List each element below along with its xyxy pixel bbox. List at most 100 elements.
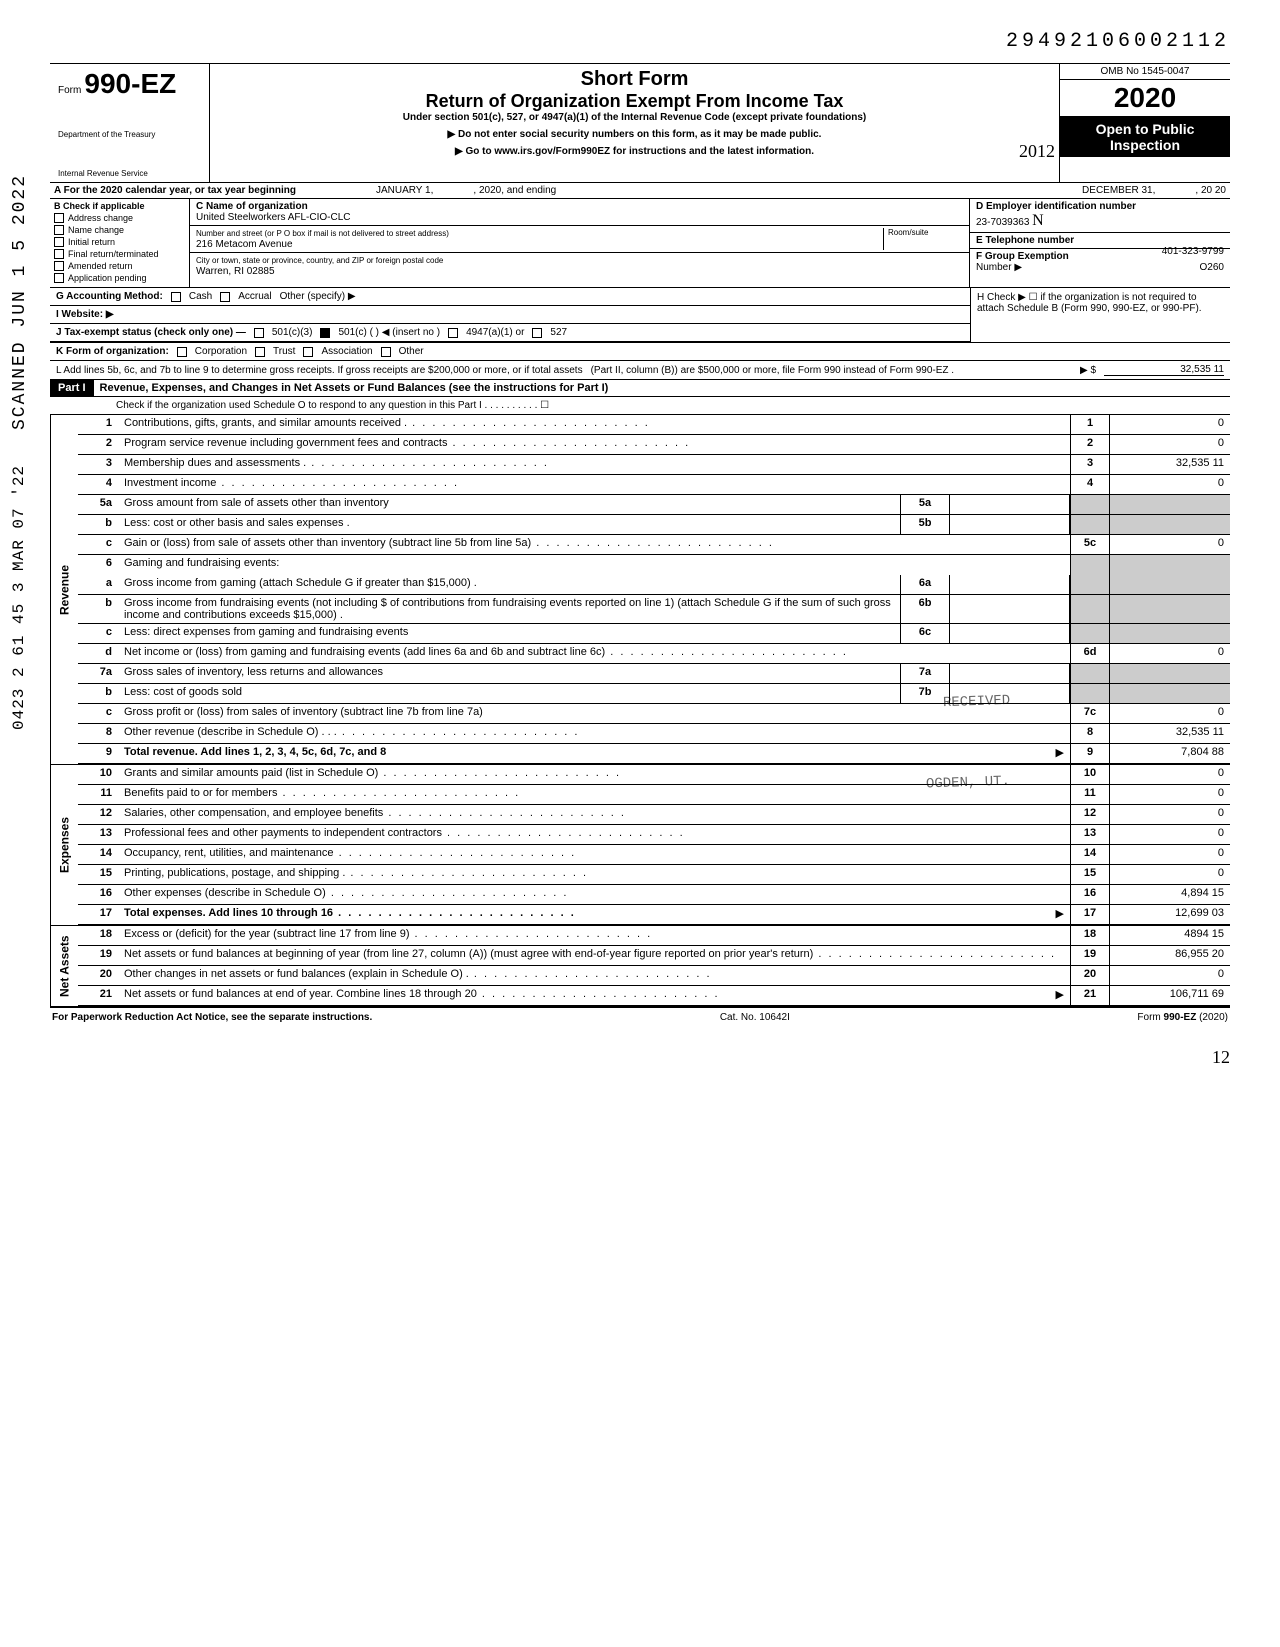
line-21: 21 Net assets or fund balances at end of… — [78, 986, 1230, 1006]
row-a-label: A For the 2020 calendar year, or tax yea… — [54, 185, 296, 196]
cb-final[interactable]: Final return/terminated — [54, 249, 185, 259]
row-j: J Tax-exempt status (check only one) — 5… — [50, 324, 970, 342]
form-box: Form 990-EZ Department of the Treasury I… — [50, 64, 210, 182]
line-18: 18 Excess or (deficit) for the year (sub… — [78, 926, 1230, 946]
row-l-text1: L Add lines 5b, 6c, and 7b to line 9 to … — [56, 365, 583, 376]
line-7a: 7a Gross sales of inventory, less return… — [78, 664, 1230, 684]
col-e-label: E Telephone number — [976, 235, 1074, 246]
part-1-header: Part I Revenue, Expenses, and Changes in… — [50, 380, 1230, 397]
row-k: K Form of organization: Corporation Trus… — [50, 343, 1230, 361]
cb-assoc[interactable] — [303, 347, 313, 357]
cb-initial[interactable]: Initial return — [54, 237, 185, 247]
scanned-stamp: SCANNED JUN 1 5 2022 — [10, 174, 30, 430]
line-1: 1 Contributions, gifts, grants, and simi… — [78, 415, 1230, 435]
group-exempt-value: O260 — [1200, 262, 1224, 273]
row-a-start: JANUARY 1, — [376, 185, 433, 196]
phone-value: 401-323-9799 — [1162, 246, 1224, 257]
row-h: H Check ▶ ☐ if the organization is not r… — [970, 288, 1230, 342]
footer-right: Form 990-EZ (2020) — [1137, 1012, 1228, 1023]
cb-501c3[interactable] — [254, 328, 264, 338]
cb-cash[interactable] — [171, 292, 181, 302]
line-16: 16 Other expenses (describe in Schedule … — [78, 885, 1230, 905]
row-l: L Add lines 5b, 6c, and 7b to line 9 to … — [50, 361, 1230, 380]
line-6d: d Net income or (loss) from gaming and f… — [78, 644, 1230, 664]
line-19: 19 Net assets or fund balances at beginn… — [78, 946, 1230, 966]
line-17: 17 Total expenses. Add lines 10 through … — [78, 905, 1230, 925]
line-14: 14 Occupancy, rent, utilities, and maint… — [78, 845, 1230, 865]
goto-url: ▶ Go to www.irs.gov/Form990EZ for instru… — [214, 146, 1055, 157]
org-name: United Steelworkers AFL-CIO-CLC — [196, 212, 351, 223]
line-6: 6 Gaming and fundraising events: — [78, 555, 1230, 575]
street-label: Number and street (or P O box if mail is… — [196, 229, 449, 238]
line-7b: b Less: cost of goods sold 7b — [78, 684, 1230, 704]
footer-mid: Cat. No. 10642I — [720, 1012, 790, 1023]
line-13: 13 Professional fees and other payments … — [78, 825, 1230, 845]
row-l-text2: (Part II, column (B)) are $500,000 or mo… — [591, 365, 954, 376]
form-number: 990-EZ — [84, 68, 176, 99]
row-h-label: H Check ▶ ☐ if the organization is not r… — [977, 292, 1202, 314]
row-k-label: K Form of organization: — [56, 346, 169, 357]
line-5c: c Gain or (loss) from sale of assets oth… — [78, 535, 1230, 555]
line-6c: c Less: direct expenses from gaming and … — [78, 624, 1230, 644]
row-j-label: J Tax-exempt status (check only one) — — [56, 327, 246, 338]
cb-corp[interactable] — [177, 347, 187, 357]
page-number: 12 — [50, 1047, 1230, 1068]
line-3: 3 Membership dues and assessments . 3 32… — [78, 455, 1230, 475]
document-id: 29492106002112 — [50, 30, 1230, 53]
title-box: Short Form Return of Organization Exempt… — [210, 64, 1060, 182]
part-1-title: Revenue, Expenses, and Changes in Net As… — [94, 380, 1230, 396]
cb-527[interactable] — [532, 328, 542, 338]
row-i-label: I Website: ▶ — [56, 309, 114, 320]
footer: For Paperwork Reduction Act Notice, see … — [50, 1008, 1230, 1027]
row-i: I Website: ▶ — [50, 306, 970, 324]
row-g: G Accounting Method: Cash Accrual Other … — [50, 288, 970, 306]
line-20: 20 Other changes in net assets or fund b… — [78, 966, 1230, 986]
handwritten-year: 2012 — [1019, 141, 1055, 162]
row-a: A For the 2020 calendar year, or tax yea… — [50, 183, 1230, 199]
cb-501c[interactable] — [320, 328, 330, 338]
part-1-label: Part I — [50, 380, 94, 396]
line-4: 4 Investment income 4 0 — [78, 475, 1230, 495]
row-a-mid: , 2020, and ending — [473, 185, 556, 196]
col-d-label: D Employer identification number — [976, 201, 1136, 212]
line-6a: a Gross income from gaming (attach Sched… — [78, 575, 1230, 595]
col-c-header: C Name of organization — [196, 201, 308, 212]
city-label: City or town, state or province, country… — [196, 256, 443, 265]
col-c: C Name of organization United Steelworke… — [190, 199, 970, 287]
part-1-check: Check if the organization used Schedule … — [50, 397, 1230, 415]
col-f-label: F Group Exemption — [976, 251, 1069, 262]
line-10: 10 Grants and similar amounts paid (list… — [78, 765, 1230, 785]
col-de: D Employer identification number 23-7039… — [970, 199, 1230, 287]
side-expenses: Expenses — [50, 765, 78, 925]
cb-name[interactable]: Name change — [54, 225, 185, 235]
cb-amended[interactable]: Amended return — [54, 261, 185, 271]
side-netassets: Net Assets — [50, 926, 78, 1006]
hand-n: N — [1032, 212, 1044, 229]
open-public-2: Inspection — [1064, 137, 1226, 153]
col-b: B Check if applicable Address change Nam… — [50, 199, 190, 287]
ssn-warning: ▶ Do not enter social security numbers o… — [214, 129, 1055, 140]
row-l-amtlabel: ▶ $ — [1080, 365, 1096, 376]
doc-id-value: 29492106002112 — [1006, 30, 1230, 53]
line-15: 15 Printing, publications, postage, and … — [78, 865, 1230, 885]
line-5b: b Less: cost or other basis and sales ex… — [78, 515, 1230, 535]
city-value: Warren, RI 02885 — [196, 266, 275, 277]
cb-accrual[interactable] — [220, 292, 230, 302]
line-9: 9 Total revenue. Add lines 1, 2, 3, 4, 5… — [78, 744, 1230, 764]
cb-4947[interactable] — [448, 328, 458, 338]
cb-pending[interactable]: Application pending — [54, 273, 185, 283]
omb-number: OMB No 1545-0047 — [1060, 64, 1230, 80]
ein-value: 23-7039363 — [976, 217, 1029, 228]
cb-trust[interactable] — [255, 347, 265, 357]
dept-irs: Internal Revenue Service — [58, 169, 201, 178]
open-public: Open to Public Inspection — [1060, 117, 1230, 157]
line-6b: b Gross income from fundraising events (… — [78, 595, 1230, 624]
return-title: Return of Organization Exempt From Incom… — [214, 91, 1055, 112]
tax-year: 20202020 — [1060, 80, 1230, 117]
street-value: 216 Metacom Avenue — [196, 239, 293, 250]
line-12: 12 Salaries, other compensation, and emp… — [78, 805, 1230, 825]
col-f-label2: Number ▶ — [976, 262, 1022, 273]
row-a-endyear: , 20 20 — [1195, 185, 1226, 196]
cb-address[interactable]: Address change — [54, 213, 185, 223]
cb-other[interactable] — [381, 347, 391, 357]
